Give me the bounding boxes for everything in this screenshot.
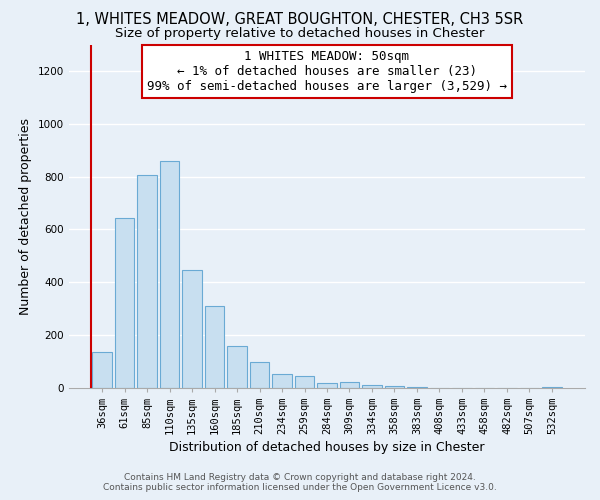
Bar bbox=[362, 385, 382, 388]
Bar bbox=[542, 386, 562, 388]
Text: Contains HM Land Registry data © Crown copyright and database right 2024.
Contai: Contains HM Land Registry data © Crown c… bbox=[103, 473, 497, 492]
Text: Size of property relative to detached houses in Chester: Size of property relative to detached ho… bbox=[115, 28, 485, 40]
Bar bbox=[182, 270, 202, 388]
Bar bbox=[295, 376, 314, 388]
Bar bbox=[227, 346, 247, 388]
Bar bbox=[250, 362, 269, 388]
Bar bbox=[317, 383, 337, 388]
Bar bbox=[407, 387, 427, 388]
Bar bbox=[137, 176, 157, 388]
Bar bbox=[160, 161, 179, 388]
Bar bbox=[92, 352, 112, 388]
X-axis label: Distribution of detached houses by size in Chester: Distribution of detached houses by size … bbox=[169, 441, 485, 454]
Bar bbox=[272, 374, 292, 388]
Bar bbox=[115, 218, 134, 388]
Text: 1, WHITES MEADOW, GREAT BOUGHTON, CHESTER, CH3 5SR: 1, WHITES MEADOW, GREAT BOUGHTON, CHESTE… bbox=[76, 12, 524, 28]
Bar bbox=[340, 382, 359, 388]
Text: 1 WHITES MEADOW: 50sqm
← 1% of detached houses are smaller (23)
99% of semi-deta: 1 WHITES MEADOW: 50sqm ← 1% of detached … bbox=[147, 50, 507, 93]
Y-axis label: Number of detached properties: Number of detached properties bbox=[19, 118, 32, 315]
Bar bbox=[385, 386, 404, 388]
Bar bbox=[205, 306, 224, 388]
